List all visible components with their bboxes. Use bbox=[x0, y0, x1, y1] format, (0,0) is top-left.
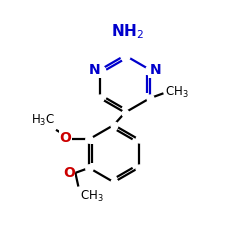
Text: O: O bbox=[63, 166, 75, 180]
Text: CH$_3$: CH$_3$ bbox=[165, 84, 188, 100]
Text: N: N bbox=[150, 63, 162, 77]
Text: O: O bbox=[60, 131, 72, 145]
Text: NH$_2$: NH$_2$ bbox=[111, 22, 144, 41]
Text: N: N bbox=[88, 63, 100, 77]
Text: H$_3$C: H$_3$C bbox=[31, 113, 55, 128]
Text: CH$_3$: CH$_3$ bbox=[80, 188, 103, 204]
